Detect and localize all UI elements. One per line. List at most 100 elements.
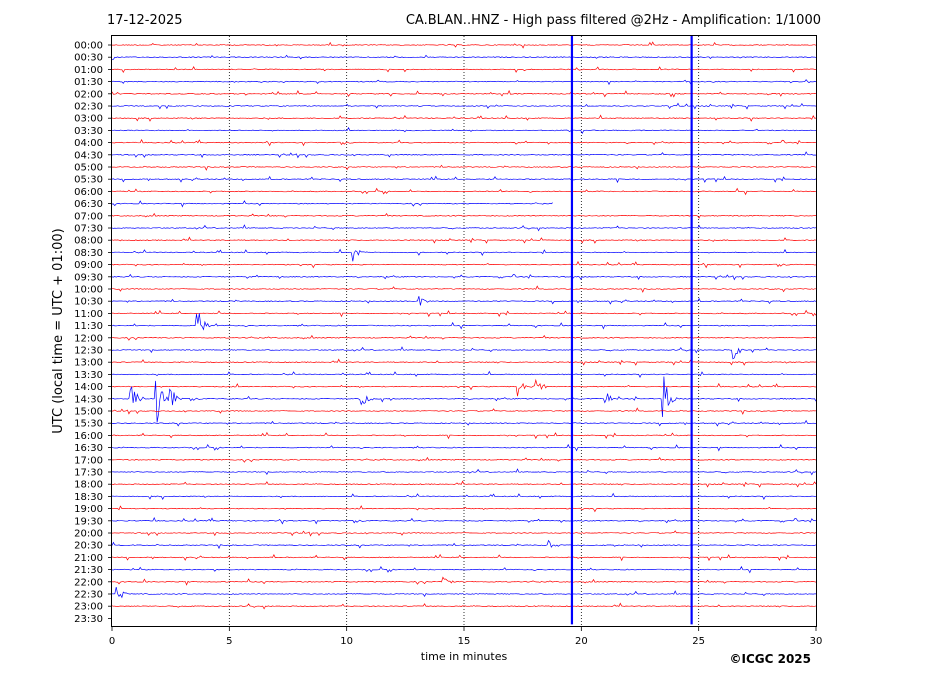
trace-rows: [111, 41, 817, 610]
trace-row-0900: [111, 260, 817, 269]
y-tick-label: 14:00: [74, 382, 103, 393]
trace-row-2030: [111, 539, 817, 550]
y-tick-label: 05:00: [74, 163, 103, 174]
y-tick-label: 15:30: [74, 419, 103, 430]
trace-row-0330: [112, 126, 817, 135]
y-tick-label: 10:00: [74, 285, 103, 296]
trace-row-0800: [111, 236, 817, 244]
trace-row-1830: [112, 492, 817, 500]
trace-row-1530: [111, 419, 817, 427]
trace-row-2230: [111, 587, 816, 599]
trace-row-1930: [111, 517, 817, 525]
trace-row-0430: [111, 151, 817, 159]
trace-row-2000: [111, 530, 817, 537]
trace-row-2300: [111, 602, 817, 610]
y-tick-label: 12:00: [74, 333, 103, 344]
trace-row-0830: [111, 248, 817, 262]
trace-row-1700: [112, 456, 817, 463]
trace-row-0300: [111, 114, 817, 122]
y-tick-label: 03:00: [74, 114, 103, 125]
y-tick-label: 08:00: [74, 236, 103, 247]
trace-row-0500: [112, 164, 817, 171]
trace-row-0700: [111, 212, 817, 219]
y-tick-label: 01:30: [74, 77, 103, 88]
x-tick-label: 15: [458, 636, 471, 647]
y-tick-label: 00:00: [74, 41, 103, 52]
y-tick-label: 20:00: [74, 529, 103, 540]
y-tick-label: 23:30: [74, 614, 103, 625]
y-tick-label: 11:30: [74, 321, 103, 332]
y-tick-label: 13:00: [74, 358, 103, 369]
trace-row-2100: [111, 553, 817, 562]
y-tick-label: 08:30: [74, 248, 103, 259]
y-tick-label: 17:30: [74, 468, 103, 479]
y-tick-label: 02:00: [74, 89, 103, 100]
y-tick-label: 10:30: [74, 297, 103, 308]
trace-row-1800: [111, 480, 817, 488]
trace-row-1030: [111, 296, 817, 306]
trace-row-0030: [111, 54, 817, 61]
trace-row-0930: [111, 273, 817, 281]
y-tick-label: 19:00: [74, 504, 103, 515]
trace-row-0230: [112, 102, 817, 110]
x-axis: 0 5 10 15 20 25 30: [109, 627, 822, 647]
y-tick-label: 23:00: [74, 602, 103, 613]
trace-row-1300: [111, 358, 817, 366]
y-tick-label: 12:30: [74, 346, 103, 357]
trace-row-1600: [111, 431, 817, 440]
trace-row-1400: [111, 378, 817, 397]
trace-row-0130: [111, 79, 817, 86]
y-tick-label: 18:30: [74, 492, 103, 503]
trace-row-0100: [111, 66, 817, 74]
y-tick-label: 16:00: [74, 431, 103, 442]
y-tick-label: 17:00: [74, 455, 103, 466]
trace-row-0200: [111, 89, 817, 98]
y-tick-label: 06:00: [74, 187, 103, 198]
grid-lines: [228, 36, 700, 626]
y-tick-label: 09:00: [74, 260, 103, 271]
large-spikes: [570, 36, 693, 625]
y-tick-label: 11:00: [74, 309, 103, 320]
chart-date: 17-12-2025: [107, 13, 183, 28]
trace-row-1730: [111, 468, 817, 476]
y-tick-label: 01:00: [74, 65, 103, 76]
y-tick-label: 13:30: [74, 370, 103, 381]
trace-row-1500: [111, 407, 817, 415]
plot-frame: [111, 35, 817, 627]
trace-row-1330: [111, 370, 817, 378]
y-tick-label: 02:30: [74, 102, 103, 113]
y-tick-label: 00:30: [74, 53, 103, 64]
x-tick-label: 20: [575, 636, 588, 647]
x-tick-label: 25: [692, 636, 705, 647]
trace-row-2200: [111, 576, 817, 586]
copyright-text: ©ICGC 2025: [729, 652, 811, 666]
chart-title: CA.BLAN..HNZ - High pass filtered @2Hz -…: [406, 13, 821, 28]
trace-row-1100: [112, 309, 817, 318]
trace-row-0730: [111, 224, 817, 232]
trace-row-0530: [111, 175, 817, 184]
y-tick-label: 16:30: [74, 443, 103, 454]
trace-row-1230: [111, 346, 817, 360]
x-axis-label: time in minutes: [421, 650, 508, 663]
y-tick-label: 21:30: [74, 565, 103, 576]
y-tick-label: 14:30: [74, 394, 103, 405]
y-tick-label: 07:30: [74, 224, 103, 235]
trace-row-1900: [111, 505, 817, 513]
y-tick-label: 22:00: [74, 577, 103, 588]
y-tick-label: 09:30: [74, 272, 103, 283]
trace-row-1630: [111, 443, 817, 452]
y-tick-label: 04:30: [74, 150, 103, 161]
trace-row-1130: [111, 313, 817, 331]
y-tick-label: 20:30: [74, 541, 103, 552]
trace-row-1430: [111, 376, 817, 423]
y-tick-label: 22:30: [74, 590, 103, 601]
y-tick-label: 18:00: [74, 480, 103, 491]
y-tick-label: 04:00: [74, 138, 103, 149]
trace-row-0600: [111, 187, 817, 196]
trace-row-0630: [111, 200, 553, 208]
x-tick-label: 10: [340, 636, 353, 647]
y-tick-label: 05:30: [74, 175, 103, 186]
x-tick-label: 5: [226, 636, 232, 647]
y-tick-label: 19:30: [74, 516, 103, 527]
